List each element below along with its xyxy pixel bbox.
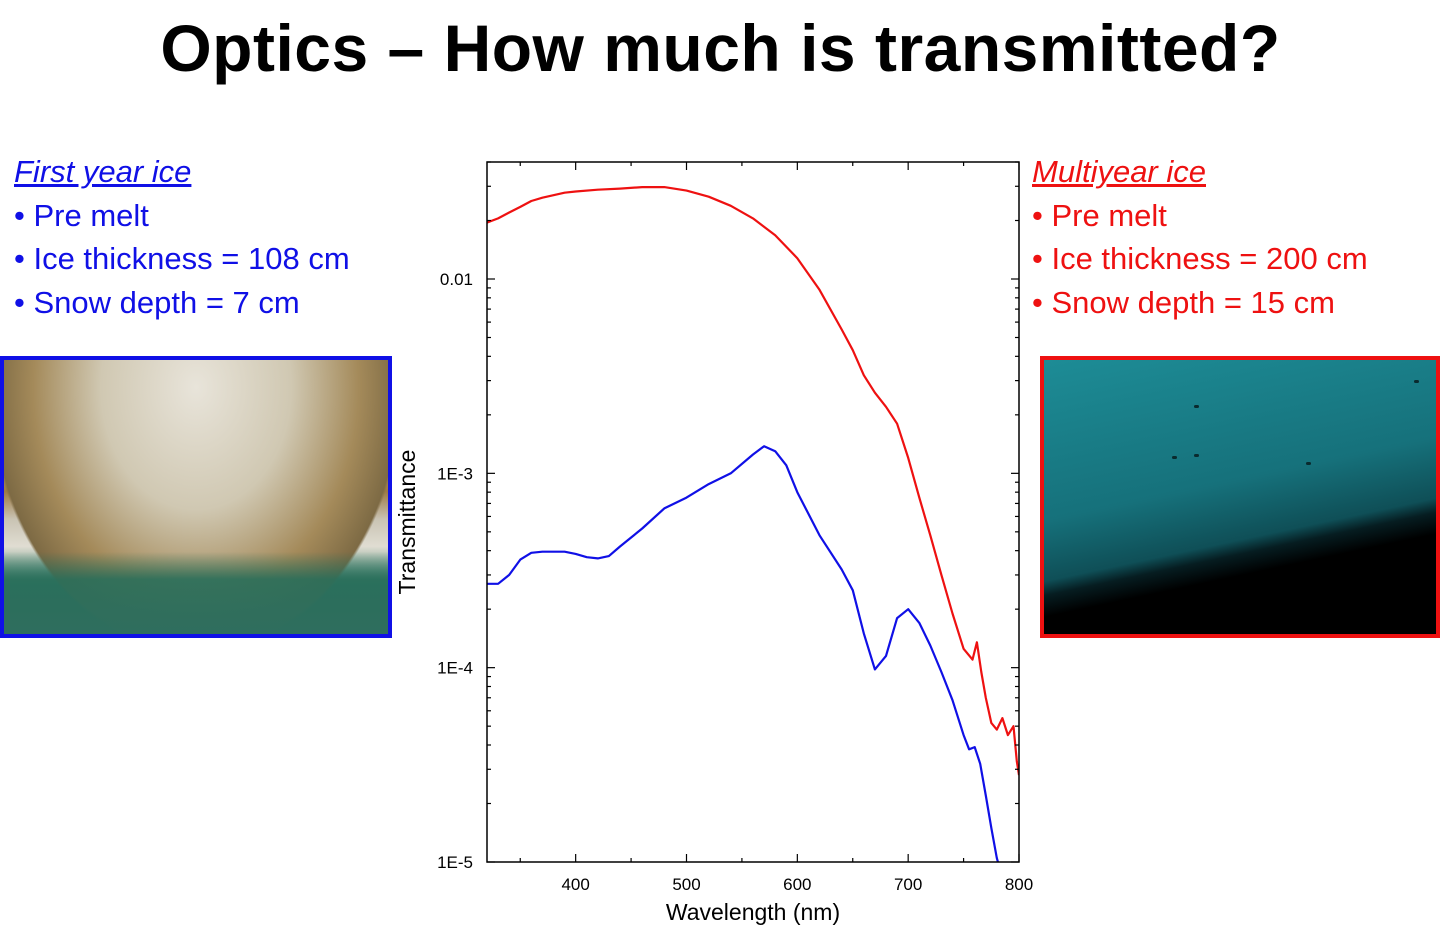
series-line-1: [487, 186, 1019, 776]
x-axis-label: Wavelength (nm): [666, 899, 840, 925]
multiyear-ice-photo: [1040, 356, 1440, 638]
y-tick-label: 0.01: [440, 270, 473, 289]
x-tick-label: 800: [1005, 875, 1033, 894]
series-line-2: [487, 445, 1000, 862]
first-year-snow-depth: • Snow depth = 7 cm: [14, 284, 300, 320]
multiyear-snow-depth: • Snow depth = 15 cm: [1032, 284, 1335, 320]
multiyear-ice-thickness: • Ice thickness = 200 cm: [1032, 241, 1368, 276]
plot-frame: [486, 161, 1020, 863]
first-year-ice-heading: First year ice: [14, 154, 192, 189]
first-year-ice-thickness: • Ice thickness = 108 cm: [14, 241, 350, 276]
first-year-ice-panel: First year ice • Pre melt • Ice thicknes…: [14, 150, 350, 324]
slide-title: Optics – How much is transmitted?: [160, 11, 1281, 85]
y-axis-label: Transmittance: [394, 450, 420, 595]
photo-speck: [1194, 405, 1199, 408]
x-tick-label: 600: [783, 875, 811, 894]
y-tick-label: 1E-3: [437, 464, 473, 483]
multiyear-ice-heading: Multiyear ice: [1032, 154, 1206, 189]
photo-speck: [1414, 380, 1419, 383]
x-tick-label: 400: [561, 875, 589, 894]
first-year-ice-photo: [0, 356, 392, 638]
y-tick-label: 1E-4: [437, 659, 473, 678]
photo-speck: [1306, 462, 1311, 465]
photo-speck: [1194, 454, 1199, 457]
x-tick-label: 700: [894, 875, 922, 894]
first-year-pre-melt: • Pre melt: [14, 197, 149, 233]
x-tick-label: 500: [672, 875, 700, 894]
multiyear-pre-melt: • Pre melt: [1032, 197, 1167, 233]
photo-speck: [1172, 456, 1177, 459]
multiyear-ice-panel: Multiyear ice • Pre melt • Ice thickness…: [1032, 150, 1368, 324]
y-tick-label: 1E-5: [437, 853, 473, 872]
